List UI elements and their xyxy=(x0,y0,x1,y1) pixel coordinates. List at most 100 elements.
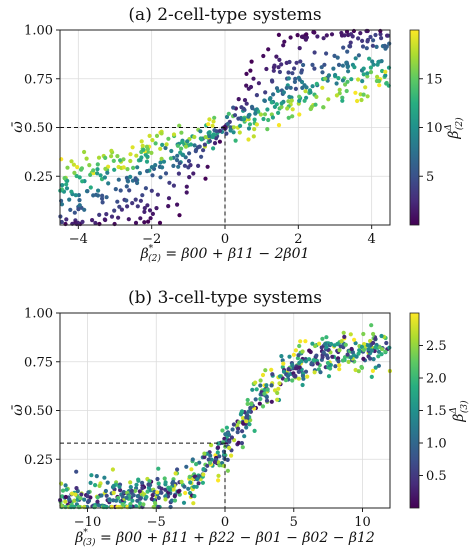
a-point xyxy=(133,176,138,181)
b-point xyxy=(95,499,100,504)
b-point xyxy=(245,397,250,403)
a-point xyxy=(290,114,295,119)
b-point xyxy=(217,454,222,459)
a-point xyxy=(88,185,93,190)
a-point xyxy=(263,90,268,95)
a-point xyxy=(203,135,208,140)
a-point xyxy=(103,166,108,171)
b-point xyxy=(376,363,381,368)
a-point xyxy=(232,113,238,118)
a-point xyxy=(340,98,345,103)
a-point xyxy=(308,90,313,95)
a-point xyxy=(64,217,69,222)
b-point xyxy=(209,443,214,448)
b-xtick-label-0: −10 xyxy=(74,515,101,530)
b-xtick-label-2: 0 xyxy=(221,515,229,530)
b-point xyxy=(86,490,91,495)
a-point xyxy=(77,198,82,203)
a-point xyxy=(171,163,176,168)
a-point xyxy=(150,211,155,216)
b-point xyxy=(297,343,302,349)
b-point xyxy=(188,480,193,485)
a-point xyxy=(270,115,275,120)
a-point xyxy=(364,46,369,51)
a-ytick-label-3: 1.00 xyxy=(24,24,53,39)
b-point xyxy=(163,480,168,485)
b-point xyxy=(341,330,346,335)
a-point xyxy=(279,101,284,106)
a-point xyxy=(96,188,101,193)
a-point xyxy=(149,165,154,170)
a-point xyxy=(175,202,180,207)
b-point xyxy=(312,370,317,375)
b-point xyxy=(338,344,343,349)
b-point xyxy=(182,484,187,489)
b-point xyxy=(217,463,222,468)
b-point xyxy=(176,489,181,494)
a-point xyxy=(261,116,266,122)
b-point xyxy=(280,358,285,363)
a-point xyxy=(155,192,160,197)
b-cbar-tick-label-2: 1.5 xyxy=(426,404,447,419)
b-point xyxy=(207,460,213,465)
a-point xyxy=(153,141,158,146)
b-point xyxy=(318,370,323,375)
a-point xyxy=(265,127,270,132)
b-point xyxy=(95,495,100,500)
a-point xyxy=(370,59,375,64)
a-point xyxy=(192,134,197,140)
b-point xyxy=(299,358,304,364)
b-point xyxy=(321,350,326,355)
a-point xyxy=(269,100,274,105)
b-point xyxy=(190,457,195,462)
a-point xyxy=(59,219,64,225)
a-point xyxy=(274,54,279,59)
b-point xyxy=(128,480,133,485)
b-point xyxy=(184,464,189,469)
a-point xyxy=(379,59,384,64)
a-point xyxy=(358,30,363,36)
a-point xyxy=(265,107,270,112)
a-point xyxy=(298,59,303,64)
a-point xyxy=(345,79,350,84)
a-point xyxy=(233,138,238,143)
a-point xyxy=(198,136,203,141)
b-point xyxy=(156,481,161,486)
a-point xyxy=(226,111,231,116)
a-point xyxy=(124,184,129,189)
a-point xyxy=(139,139,144,144)
a-point xyxy=(68,207,73,212)
a-point xyxy=(125,204,130,209)
b-point xyxy=(352,337,357,342)
b-point xyxy=(293,348,298,353)
b-point xyxy=(171,487,176,492)
b-point xyxy=(260,372,266,378)
a-point xyxy=(79,166,84,171)
b-point xyxy=(371,331,376,337)
b-point xyxy=(89,473,94,478)
a-point xyxy=(289,98,294,103)
a-point xyxy=(169,148,174,154)
b-point xyxy=(384,340,389,346)
a-point xyxy=(179,130,184,135)
a-point xyxy=(262,112,268,117)
a-cbar-tick-label-2: 15 xyxy=(426,72,443,87)
b-point xyxy=(94,474,99,479)
b-point xyxy=(346,359,351,364)
a-point xyxy=(193,149,198,154)
panel-b-reference-lines xyxy=(60,442,226,508)
a-point xyxy=(241,106,246,111)
a-point xyxy=(118,188,123,193)
a-point xyxy=(166,196,172,201)
a-point xyxy=(142,209,147,214)
a-point xyxy=(150,138,155,143)
a-point xyxy=(361,72,366,77)
a-point xyxy=(377,78,382,84)
b-point xyxy=(237,420,242,425)
a-point xyxy=(109,154,114,159)
panel-a-colorbar-ticks: 5 10 15 xyxy=(419,72,443,185)
panel-a-ylabel: ω̄ xyxy=(10,121,26,133)
a-point xyxy=(321,105,326,110)
a-point xyxy=(286,76,291,81)
a-point xyxy=(332,53,337,59)
